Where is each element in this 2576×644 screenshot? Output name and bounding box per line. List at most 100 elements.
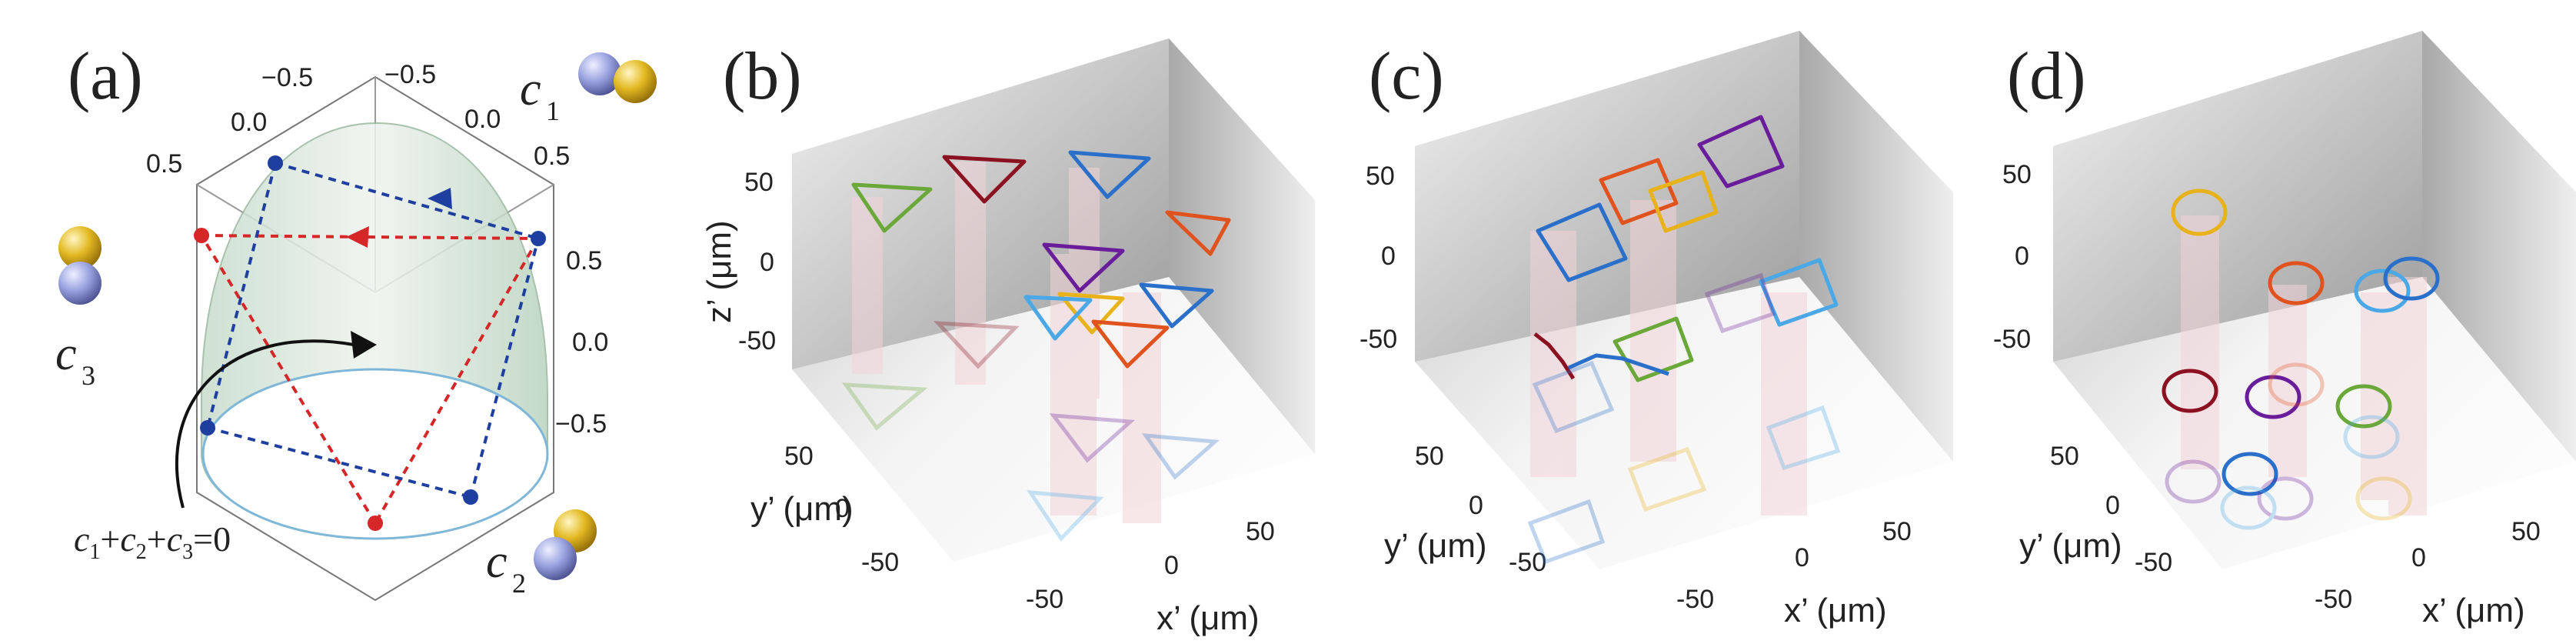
svg-text:50: 50 xyxy=(1882,517,1912,546)
constraint-arrow xyxy=(175,339,354,509)
svg-text:-50: -50 xyxy=(1509,548,1546,577)
svg-text:0: 0 xyxy=(2411,543,2426,572)
tick-c1-neg: −0.5 xyxy=(261,63,313,92)
svg-text:0: 0 xyxy=(1469,491,1483,520)
panel-b-zlabel: z’ (μm) xyxy=(701,220,738,323)
svg-text:-50: -50 xyxy=(2135,548,2172,577)
circle-lightblue xyxy=(2354,269,2411,313)
svg-text:0: 0 xyxy=(1795,543,1809,572)
tick-c2-pos: 0.5 xyxy=(534,142,570,171)
panel-b-ticks: 50 0 -50 50 0 -50 -50 0 50 xyxy=(738,168,1275,614)
vertex-blue-bottom-right xyxy=(463,489,478,505)
panel-b-triangles xyxy=(851,150,1231,369)
label-c3: c 3 xyxy=(55,328,95,391)
circle-orange xyxy=(2268,261,2325,305)
svg-text:0: 0 xyxy=(835,494,850,523)
blue-triangle xyxy=(206,162,540,499)
svg-text:-50: -50 xyxy=(861,548,899,577)
blue-arrowhead xyxy=(428,188,452,209)
triangle-orange xyxy=(1165,210,1231,256)
panel-d-xlabel: x’ (μm) xyxy=(2422,592,2525,629)
panel-b-ylabel: y’ (μm) xyxy=(751,490,854,528)
svg-text:c: c xyxy=(55,328,77,380)
hemisphere-base xyxy=(201,368,549,540)
red-arrowhead xyxy=(346,226,369,248)
tick-c1-zero: 0.0 xyxy=(231,108,267,137)
panel-d: (d) 50 0 -50 50 0 -50 -50 0 50 y’ (μm) x… xyxy=(1993,31,2576,629)
vertex-blue-left xyxy=(200,420,215,435)
svg-text:-50: -50 xyxy=(1993,325,2031,354)
svg-text:50: 50 xyxy=(1415,442,1444,471)
panel-c-xlabel: x’ (μm) xyxy=(1784,592,1887,629)
panel-b-xlabel: x’ (μm) xyxy=(1157,599,1260,637)
svg-text:50: 50 xyxy=(2050,442,2079,471)
triangle-orange-2 xyxy=(1091,319,1170,369)
svg-text:-50: -50 xyxy=(2315,585,2352,614)
constraint-arrowhead xyxy=(351,331,377,359)
svg-text:c: c xyxy=(520,63,541,115)
panel-c-box xyxy=(1415,31,1953,569)
svg-text:50: 50 xyxy=(1366,162,1395,191)
panel-a-label: (a) xyxy=(68,39,143,114)
circle-midblue xyxy=(2383,256,2440,301)
svg-text:0: 0 xyxy=(760,248,774,277)
square-yellow xyxy=(1648,170,1719,233)
panel-c-label: (c) xyxy=(1369,39,1444,114)
triangle-green xyxy=(851,182,933,233)
colloid-pair-c1 xyxy=(578,52,657,103)
colloid-pair-c2 xyxy=(534,509,597,580)
svg-text:50: 50 xyxy=(1246,517,1275,546)
circle-yellow xyxy=(2171,189,2228,236)
triangle-blue xyxy=(1068,150,1151,199)
panel-c: (c) 50 0 -50 50 0 -50 -50 0 50 y’ (μm) x… xyxy=(1360,31,1953,629)
square-blue xyxy=(1536,202,1628,282)
panel-c-shadows xyxy=(1530,200,1807,516)
panel-d-circles xyxy=(2162,189,2440,496)
circle-blue-low xyxy=(2222,452,2278,496)
svg-text:50: 50 xyxy=(744,168,774,197)
panel-d-label: (d) xyxy=(2007,39,2086,114)
svg-text:3: 3 xyxy=(82,360,95,391)
svg-text:-50: -50 xyxy=(1026,585,1063,614)
svg-text:50: 50 xyxy=(2002,160,2032,189)
panel-d-box xyxy=(2053,31,2576,569)
svg-text:-50: -50 xyxy=(738,326,776,355)
panel-c-ylabel: y’ (μm) xyxy=(1384,527,1487,565)
svg-text:c: c xyxy=(486,536,508,588)
svg-text:0: 0 xyxy=(2105,491,2120,520)
vertex-red-bottom xyxy=(368,516,383,531)
triangle-darkred xyxy=(942,155,1027,204)
vertex-red-top-left xyxy=(194,228,209,243)
triangle-lightblue xyxy=(1023,295,1093,341)
svg-text:c1+c2+c3=0: c1+c2+c3=0 xyxy=(74,519,231,564)
panel-d-ticks: 50 0 -50 50 0 -50 -50 0 50 xyxy=(1993,160,2541,614)
square-orange xyxy=(1599,158,1679,225)
svg-text:0: 0 xyxy=(2015,242,2029,271)
trajectory-darkred xyxy=(1533,332,1576,380)
circle-green xyxy=(2335,384,2392,429)
svg-text:0: 0 xyxy=(1381,242,1396,271)
svg-text:2: 2 xyxy=(512,568,526,599)
panel-b-label: (b) xyxy=(723,39,802,114)
panel-c-ticks: 50 0 -50 50 0 -50 -50 0 50 xyxy=(1360,162,1912,614)
tick-c2-neg: −0.5 xyxy=(384,60,436,89)
triangle-midblue xyxy=(1139,282,1214,329)
square-purple xyxy=(1697,115,1785,189)
panel-d-ylabel: y’ (μm) xyxy=(2019,527,2122,565)
square-green xyxy=(1612,316,1694,382)
svg-text:0: 0 xyxy=(1164,551,1179,580)
triangle-purple xyxy=(1042,242,1125,293)
panel-c-floor-projections xyxy=(1527,272,1841,565)
circle-purple xyxy=(2245,375,2301,419)
trajectory-blue xyxy=(1567,353,1669,376)
svg-text:50: 50 xyxy=(2511,517,2541,546)
panel-d-floor-projections xyxy=(2165,362,2412,530)
svg-text:1: 1 xyxy=(546,95,560,126)
panel-b: (b) 50 0 -50 50 0 -50 -50 0 50 z’ (μm) y… xyxy=(701,38,1315,637)
panel-d-shadows xyxy=(2181,215,2427,516)
colloid-pair-c3 xyxy=(58,226,102,305)
tick-c3-zero: 0.0 xyxy=(572,328,608,357)
svg-text:-50: -50 xyxy=(1676,585,1714,614)
vertex-blue-right xyxy=(531,231,546,246)
